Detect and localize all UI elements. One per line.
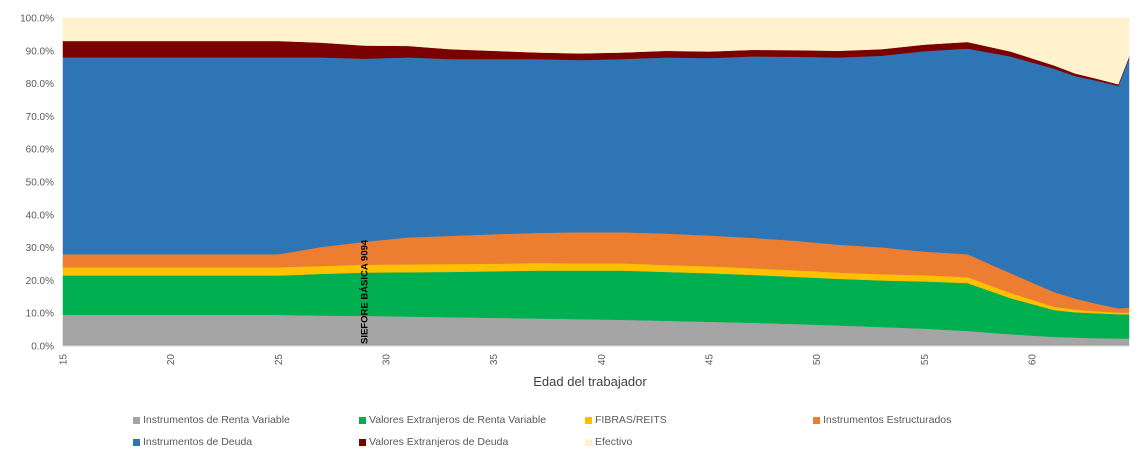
area-series-6: [62, 17, 1130, 85]
y-tick-label: 30.0%: [26, 243, 54, 254]
legend-label-valores-ext-renta-variable: Valores Extranjeros de Renta Variable: [369, 414, 547, 426]
y-tick-label: 90.0%: [26, 46, 54, 57]
y-tick-label: 60.0%: [26, 145, 54, 156]
x-axis-title: Edad del trabajador: [533, 374, 647, 389]
y-tick-label: 50.0%: [26, 178, 54, 189]
y-axis-ticks: 0.0% 10.0% 20.0% 30.0% 40.0% 50.0% 60.0% 70.0% 8…: [20, 14, 54, 353]
legend-swatch-estructurados: [813, 416, 820, 424]
x-tick-label: 30: [382, 354, 393, 366]
legend-label-renta-variable: Instrumentos de Renta Variable: [143, 414, 290, 426]
legend-swatch-valores-ext-renta-variable: [359, 416, 366, 424]
legend-item-deuda: Instrumentos de Deuda: [133, 436, 252, 448]
x-axis-ticks: 15 20 25 30 35 40 45 50 55 60: [59, 354, 1039, 366]
x-tick-label: 50: [812, 354, 823, 366]
legend-label-valores-ext-deuda: Valores Extranjeros de Deuda: [369, 436, 509, 448]
legend-label-estructurados: Instrumentos Estructurados: [823, 414, 952, 426]
x-tick-label: 60: [1028, 354, 1039, 366]
legend-item-valores-ext-renta-variable: Valores Extranjeros de Renta Variable: [359, 414, 546, 426]
legend-item-valores-ext-deuda: Valores Extranjeros de Deuda: [359, 436, 508, 448]
y-tick-label: 70.0%: [26, 112, 54, 123]
y-tick-label: 80.0%: [26, 79, 54, 90]
legend-label-deuda: Instrumentos de Deuda: [143, 436, 253, 448]
legend-item-fibras: FIBRAS/REITS: [585, 414, 667, 426]
legend-label-fibras: FIBRAS/REITS: [595, 414, 667, 426]
legend-item-efectivo: Efectivo: [585, 436, 632, 448]
y-tick-label: 20.0%: [26, 276, 54, 287]
legend-label-efectivo: Efectivo: [595, 436, 633, 448]
legend-swatch-renta-variable: [133, 416, 140, 424]
x-tick-label: 45: [705, 354, 716, 366]
legend: Instrumentos de Renta Variable Valores E…: [133, 414, 1093, 458]
legend-row-1: Instrumentos de Renta Variable Valores E…: [133, 414, 1093, 436]
y-tick-label: 10.0%: [26, 309, 54, 320]
x-tick-label: 40: [597, 354, 608, 366]
legend-swatch-deuda: [133, 438, 140, 446]
legend-item-estructurados: Instrumentos Estructurados: [813, 414, 951, 426]
y-tick-label: 40.0%: [26, 210, 54, 221]
legend-row-2: Instrumentos de Deuda Valores Extranjero…: [133, 436, 1093, 458]
x-tick-label: 15: [59, 354, 70, 366]
x-tick-label: 25: [274, 354, 285, 366]
x-tick-label: 20: [166, 354, 177, 366]
legend-item-renta-variable: Instrumentos de Renta Variable: [133, 414, 290, 426]
stacked-area-chart: 0.0% 10.0% 20.0% 30.0% 40.0% 50.0% 60.0% 70.0% 8…: [20, 14, 1130, 389]
legend-swatch-fibras: [585, 416, 592, 424]
x-tick-label: 55: [920, 354, 931, 366]
area-series: [62, 17, 1130, 347]
siefore-annotation: SIEFORE BÁSICA 9094: [359, 239, 370, 344]
y-tick-label: 0.0%: [31, 342, 54, 353]
x-tick-label: 35: [489, 354, 500, 366]
y-tick-label: 100.0%: [20, 14, 54, 25]
legend-swatch-efectivo: [585, 438, 592, 446]
legend-swatch-valores-ext-deuda: [359, 438, 366, 446]
